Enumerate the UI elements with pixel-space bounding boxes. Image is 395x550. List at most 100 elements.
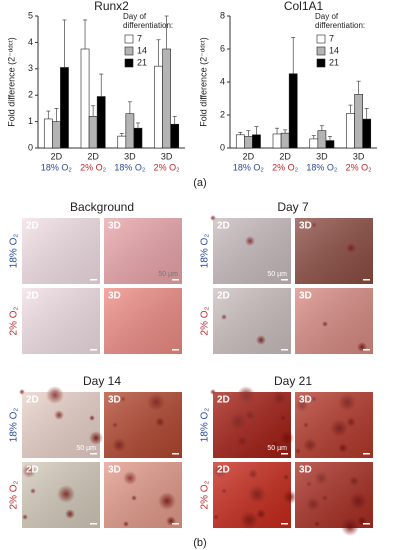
- error-bar: [62, 19, 67, 68]
- error-bar: [135, 122, 140, 129]
- scale-bar: [172, 279, 179, 281]
- micrograph-sheen: [104, 288, 182, 354]
- tile-label: 3D: [108, 291, 121, 302]
- tile-label: 2D: [217, 395, 230, 406]
- error-bar: [246, 130, 251, 137]
- bar: [362, 118, 372, 149]
- error-bar: [327, 136, 332, 141]
- micrograph-sheen: [22, 218, 100, 284]
- micrograph-sheen: [295, 288, 373, 354]
- tile-label: 2D: [217, 465, 230, 476]
- bar: [60, 67, 69, 149]
- scale-bar: [363, 349, 370, 351]
- x-tick-sublabel: 18% O₂: [233, 162, 265, 172]
- panel-label: (b): [193, 537, 206, 549]
- legend-label: 21: [329, 57, 339, 67]
- error-bar: [319, 125, 324, 131]
- panel-label: (a): [193, 177, 206, 189]
- y-tick-label: 1: [28, 116, 33, 126]
- bar: [117, 135, 127, 149]
- scale-bar: [281, 523, 288, 525]
- micrograph-sheen: [295, 392, 373, 458]
- scale-bar-label: 50 µm: [158, 271, 178, 278]
- legend-label: 14: [137, 45, 147, 55]
- tile-label: 2D: [26, 465, 39, 476]
- micrograph-sheen: [22, 288, 100, 354]
- bar: [125, 113, 135, 149]
- bar: [43, 118, 53, 149]
- bar: [252, 134, 261, 149]
- row-label: 18% O₂: [9, 408, 20, 443]
- tile-label: 2D: [26, 395, 39, 406]
- scale-bar: [363, 453, 370, 455]
- x-tick-label: 3D: [124, 151, 136, 161]
- scale-bar: [281, 279, 288, 281]
- tile-label: 3D: [108, 465, 121, 476]
- legend-label: 14: [329, 45, 339, 55]
- error-bar: [54, 108, 59, 122]
- error-bar: [275, 127, 280, 134]
- tile-label: 2D: [26, 291, 39, 302]
- x-tick-sublabel: 2% O₂: [154, 162, 181, 172]
- scale-bar: [363, 279, 370, 281]
- x-tick-sublabel: 2% O₂: [346, 162, 373, 172]
- row-label: 2% O₂: [200, 480, 211, 509]
- bar: [280, 132, 290, 149]
- row-label: 18% O₂: [9, 234, 20, 269]
- legend-swatch: [124, 46, 134, 56]
- y-axis-label: Fold difference (2⁻ᵈᵈᶜᵗ): [198, 37, 208, 127]
- bar: [170, 123, 180, 149]
- error-bar: [46, 110, 51, 119]
- legend-title-text: Day of differentiation:: [123, 12, 174, 30]
- bar: [88, 116, 98, 149]
- bar: [309, 138, 319, 149]
- error-bar: [172, 115, 177, 125]
- x-tick-sublabel: 18% O₂: [306, 162, 338, 172]
- scale-bar: [90, 279, 97, 281]
- micrograph-title: Day 21: [274, 374, 312, 388]
- y-tick-label: 6: [220, 43, 225, 53]
- y-axis-label: Fold difference (2⁻ᵈᵈᶜᵗ): [6, 37, 16, 127]
- tile-label: 2D: [217, 221, 230, 232]
- legend-label: 7: [137, 33, 142, 43]
- micrograph-sheen: [213, 218, 291, 284]
- scale-bar-label: 50 µm: [267, 271, 287, 278]
- y-tick-label: 4: [220, 76, 225, 86]
- legend-title: Day of differentiation:: [123, 12, 174, 30]
- micrograph-sheen: [213, 288, 291, 354]
- tile-label: 2D: [26, 221, 39, 232]
- micrograph-sheen: [104, 462, 182, 528]
- x-tick-label: 3D: [161, 151, 173, 161]
- y-tick-label: 3: [28, 63, 33, 73]
- scale-bar: [90, 349, 97, 351]
- micrograph-sheen: [295, 462, 373, 528]
- micrograph-title: Day 7: [277, 200, 309, 214]
- x-tick-label: 2D: [279, 151, 291, 161]
- tile-label: 3D: [299, 221, 312, 232]
- legend-title-text: Day of differentiation:: [315, 12, 366, 30]
- chart-title: Col1A1: [284, 0, 324, 13]
- scale-bar: [281, 349, 288, 351]
- x-tick-label: 2D: [243, 151, 255, 161]
- legend-swatch: [316, 46, 326, 56]
- micrograph-sheen: [213, 462, 291, 528]
- bar: [235, 134, 245, 149]
- legend-swatch: [316, 58, 326, 68]
- micrograph-sheen: [22, 392, 100, 458]
- chart-title: Runx2: [94, 0, 129, 13]
- error-bar: [238, 131, 243, 135]
- tile-label: 3D: [108, 395, 121, 406]
- error-bar: [311, 135, 316, 139]
- micrograph-title: Day 14: [83, 374, 121, 388]
- error-bar: [254, 126, 259, 135]
- row-label: 2% O₂: [9, 480, 20, 509]
- y-tick-label: 4: [28, 37, 33, 47]
- bar: [96, 96, 106, 149]
- x-tick-label: 3D: [353, 151, 365, 161]
- legend-label: 7: [329, 33, 334, 43]
- bar: [162, 48, 171, 149]
- scale-bar: [90, 523, 97, 525]
- micrograph-sheen: [104, 218, 182, 284]
- micrograph-sheen: [22, 462, 100, 528]
- bar: [244, 136, 253, 149]
